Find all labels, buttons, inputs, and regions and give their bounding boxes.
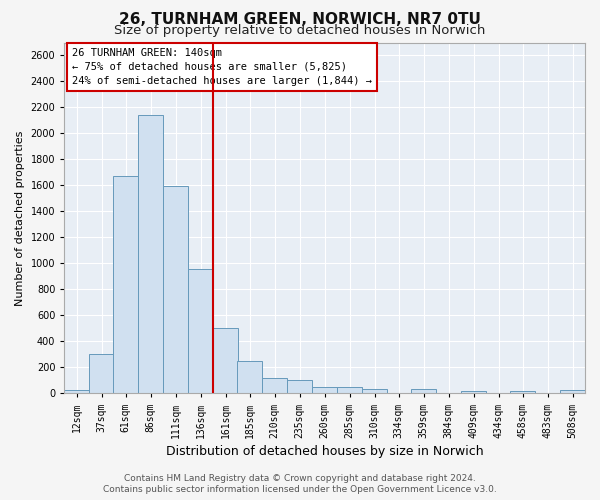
Bar [237,361,262,394]
Bar [337,387,362,394]
Bar [436,392,461,394]
Bar [287,380,312,394]
Bar [312,387,337,394]
Bar [510,390,535,394]
Bar [535,392,560,394]
Bar [386,392,411,394]
Bar [64,390,89,394]
Bar [560,390,585,394]
Bar [262,378,287,394]
Bar [188,268,213,394]
Bar [461,390,486,394]
Bar [163,186,188,394]
Text: 26, TURNHAM GREEN, NORWICH, NR7 0TU: 26, TURNHAM GREEN, NORWICH, NR7 0TU [119,12,481,26]
Bar [486,392,511,394]
Text: Size of property relative to detached houses in Norwich: Size of property relative to detached ho… [115,24,485,37]
Bar [113,176,138,394]
X-axis label: Distribution of detached houses by size in Norwich: Distribution of detached houses by size … [166,444,484,458]
Y-axis label: Number of detached properties: Number of detached properties [15,130,25,306]
Bar [138,116,163,394]
Bar [213,328,238,394]
Text: 26 TURNHAM GREEN: 140sqm
← 75% of detached houses are smaller (5,825)
24% of sem: 26 TURNHAM GREEN: 140sqm ← 75% of detach… [72,48,372,86]
Text: Contains HM Land Registry data © Crown copyright and database right 2024.
Contai: Contains HM Land Registry data © Crown c… [103,474,497,494]
Bar [411,388,436,394]
Bar [89,354,115,394]
Bar [362,388,387,394]
